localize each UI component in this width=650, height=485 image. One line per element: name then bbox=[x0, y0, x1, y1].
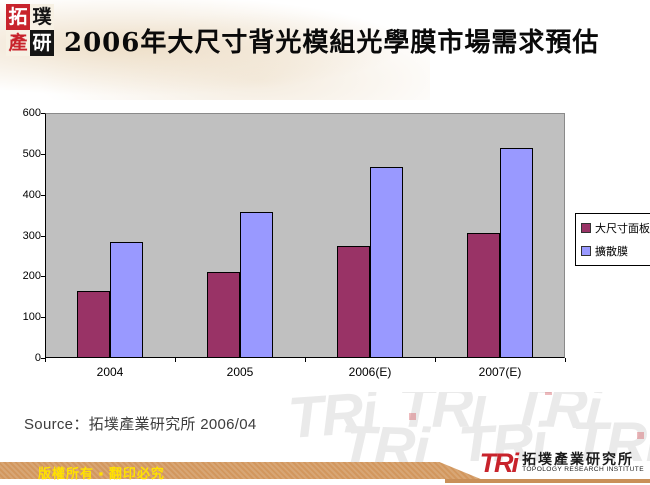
footer-logo-backdrop bbox=[437, 461, 650, 480]
bar bbox=[337, 246, 370, 358]
y-axis-label: 500 bbox=[22, 147, 41, 160]
watermark-red-dot bbox=[637, 432, 644, 439]
y-axis-tick bbox=[41, 276, 45, 278]
footer-logo-underline bbox=[445, 479, 650, 483]
logo-char: 研 bbox=[30, 30, 54, 56]
logo-char: 璞 bbox=[30, 4, 54, 30]
legend-swatch bbox=[581, 223, 591, 233]
copyright-text: 版權所有 ▪ 翻印必究 bbox=[38, 466, 165, 481]
bar bbox=[207, 272, 240, 358]
bar bbox=[467, 233, 500, 358]
x-axis-tick bbox=[305, 358, 306, 362]
y-axis-tick bbox=[41, 317, 45, 319]
x-axis-label: 2005 bbox=[226, 365, 254, 379]
legend-label: 擴散膜 bbox=[595, 246, 628, 258]
legend-entry: 擴散膜 bbox=[581, 243, 650, 259]
tri-logo-name-zh: 拓墣產業研究所 bbox=[522, 451, 635, 468]
tri-logo-name-en: TOPOLOGY RESEARCH INSTITUTE bbox=[522, 466, 644, 474]
legend-swatch bbox=[581, 246, 591, 256]
legend-entry: 大尺寸面板 bbox=[581, 220, 650, 236]
x-axis-tick bbox=[175, 358, 176, 362]
source-note: Source：拓墣產業研究所 2006/04 bbox=[24, 416, 257, 433]
tri-logo-acronym: TRi bbox=[479, 448, 519, 478]
bar bbox=[500, 148, 533, 358]
legend: 大尺寸面板 擴散膜 bbox=[575, 213, 650, 266]
topology-logo: 拓 璞 產 研 bbox=[6, 4, 54, 56]
bar bbox=[110, 242, 143, 358]
y-axis-tick bbox=[41, 194, 45, 196]
x-axis-tick bbox=[45, 358, 46, 362]
x-axis-label: 2004 bbox=[96, 365, 124, 379]
y-axis-label: 100 bbox=[22, 311, 41, 324]
y-axis-tick bbox=[41, 153, 45, 155]
x-axis-label: 2006(E) bbox=[348, 365, 392, 379]
bar-chart: 大尺寸面板擴散膜 0 100 200 300 400 500 600 2004 2005 2006… bbox=[20, 100, 650, 392]
bar bbox=[370, 167, 403, 358]
header-map-watermark bbox=[0, 0, 430, 100]
x-axis-tick bbox=[565, 358, 566, 362]
logo-char: 拓 bbox=[6, 4, 30, 30]
y-axis-label: 200 bbox=[22, 270, 41, 283]
tri-footer-logo: TRi 拓墣產業研究所 TOPOLOGY RESEARCH INSTITUTE bbox=[480, 450, 644, 477]
logo-char: 產 bbox=[6, 30, 30, 56]
y-axis-tick bbox=[41, 235, 45, 237]
page-title: 2006年大尺寸背光模組光學膜市場需求預估 bbox=[64, 28, 600, 58]
x-axis-tick bbox=[435, 358, 436, 362]
x-axis-label: 2007(E) bbox=[478, 365, 522, 379]
bar bbox=[240, 212, 273, 358]
y-axis-label: 600 bbox=[22, 107, 41, 119]
legend-label: 大尺寸面板 bbox=[595, 223, 650, 235]
bar bbox=[77, 291, 110, 358]
watermark-red-dot bbox=[409, 413, 416, 420]
y-axis-tick bbox=[41, 113, 45, 114]
y-axis-tick bbox=[41, 358, 45, 359]
y-axis-label: 0 bbox=[34, 352, 41, 364]
y-axis-label: 300 bbox=[22, 229, 41, 242]
y-axis-label: 400 bbox=[22, 188, 41, 201]
